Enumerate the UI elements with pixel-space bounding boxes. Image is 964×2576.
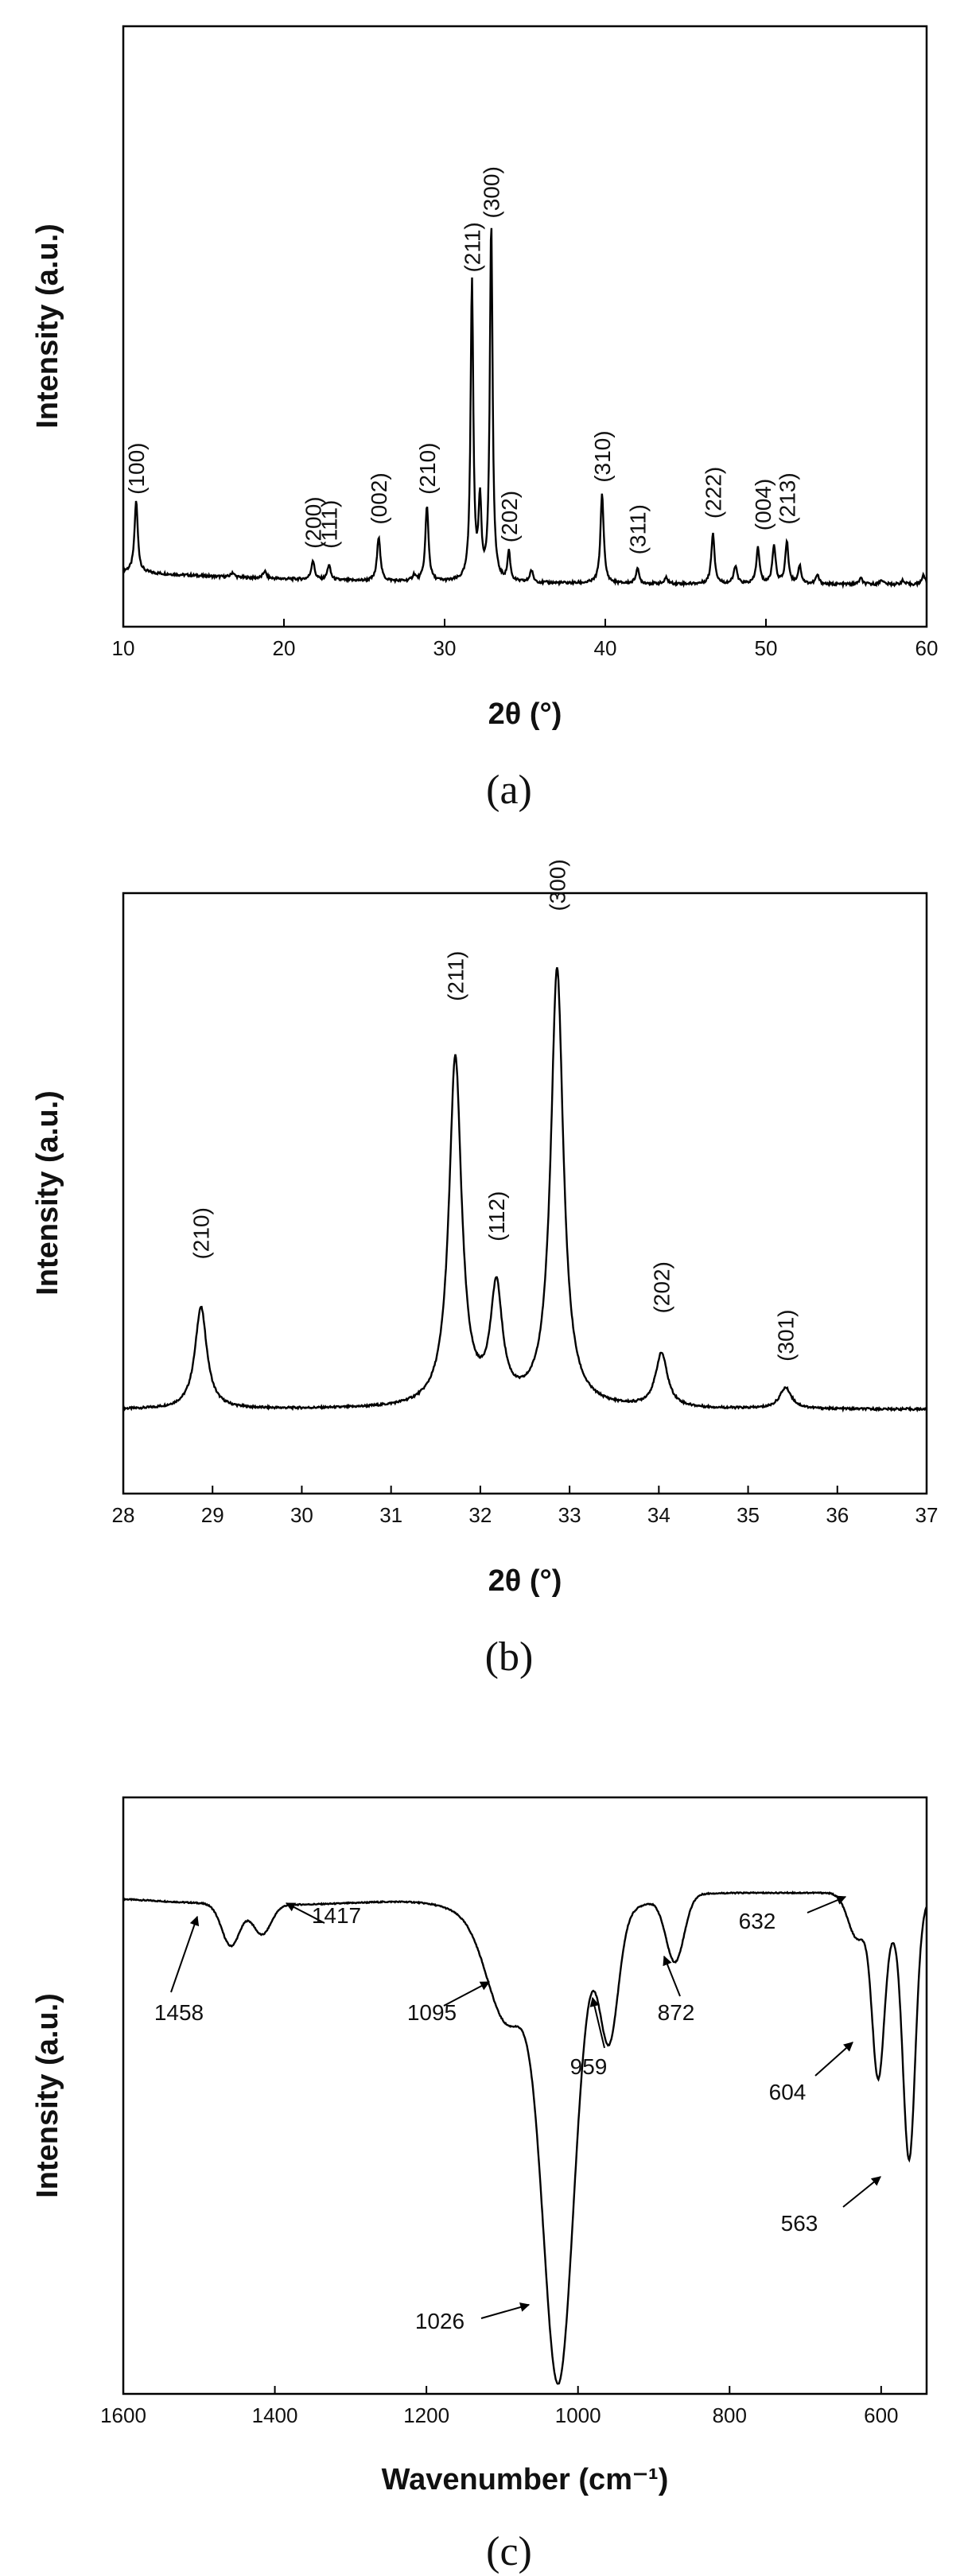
x-tick-label: 50 <box>755 636 778 660</box>
peak-label: (111) <box>317 500 342 549</box>
panel-b: 28 29 30 31 32 33 34 35 36 37 (210) (211) (112) (300… <box>31 859 938 1680</box>
peak-label: (311) <box>625 504 650 554</box>
peak-label: (202) <box>650 1261 674 1313</box>
x-tick-label: 31 <box>379 1503 402 1527</box>
x-tick-label: 10 <box>112 636 135 660</box>
band-label: 1026 <box>415 2309 465 2333</box>
y-axis-title-b: Intensity (a.u.) <box>31 1090 64 1296</box>
peak-label: (004) <box>751 479 775 530</box>
x-tick-label: 34 <box>647 1503 671 1527</box>
peak-label: (300) <box>480 166 504 218</box>
plot-frame-a <box>122 25 928 628</box>
panel-label-b: (b) <box>485 1634 534 1680</box>
band-arrow <box>170 1915 200 1993</box>
band-arrow <box>589 1996 605 2049</box>
band-label: 1095 <box>407 2000 457 2025</box>
x-tick-label: 30 <box>290 1503 313 1527</box>
peak-label: (002) <box>367 472 391 524</box>
x-tick-label: 1200 <box>403 2403 449 2427</box>
x-tick-label: 28 <box>112 1503 135 1527</box>
xrd-trace-a <box>122 227 928 589</box>
peak-label: (202) <box>497 491 522 542</box>
x-tick-label: 29 <box>201 1503 224 1527</box>
band-label: 959 <box>570 2054 608 2079</box>
band-arrow <box>663 1955 681 1997</box>
peak-label: (222) <box>701 467 725 519</box>
band-label: 604 <box>769 2080 807 2104</box>
x-axis-ticks-a: 10 20 30 40 50 60 <box>112 619 939 660</box>
panel-label-c: (c) <box>486 2529 532 2574</box>
peak-label: (211) <box>460 222 484 272</box>
peak-labels-b: (210) (211) (112) (300) (202) (301) <box>189 859 799 1362</box>
x-tick-label: 1600 <box>100 2403 146 2427</box>
band-labels-c: 1458 1417 1095 1026 959 872 632 604 563 <box>154 1895 881 2333</box>
panel-label-a: (a) <box>486 767 532 813</box>
x-axis-ticks-b: 28 29 30 31 32 33 34 35 36 37 <box>112 1486 939 1527</box>
band-label: 872 <box>658 2000 695 2025</box>
peak-label: (300) <box>545 859 569 911</box>
x-tick-label: 800 <box>713 2403 747 2427</box>
xrd-trace-b <box>122 967 928 1413</box>
band-arrow <box>842 2176 881 2208</box>
peak-label: (100) <box>124 443 149 495</box>
peak-label: (112) <box>484 1191 509 1241</box>
band-arrow <box>285 1902 325 1924</box>
x-axis-title-b: 2θ (°) <box>488 1564 562 1598</box>
y-axis-title-a: Intensity (a.u.) <box>31 223 64 429</box>
x-tick-label: 32 <box>468 1503 492 1527</box>
x-tick-label: 60 <box>915 636 939 660</box>
x-tick-label: 35 <box>737 1503 760 1527</box>
x-tick-label: 20 <box>273 636 296 660</box>
plot-frame-b <box>122 892 928 1495</box>
band-label: 632 <box>739 1909 776 1933</box>
peak-label: (301) <box>774 1310 799 1362</box>
x-tick-label: 30 <box>433 636 457 660</box>
band-label: 1417 <box>312 1903 361 1928</box>
x-tick-label: 37 <box>915 1503 939 1527</box>
peak-label: (200) <box>301 496 325 548</box>
x-tick-label: 1000 <box>555 2403 601 2427</box>
peak-label: (211) <box>443 951 468 1001</box>
peak-label: (213) <box>775 472 799 524</box>
x-tick-label: 600 <box>864 2403 898 2427</box>
band-arrow <box>480 2302 531 2319</box>
x-tick-label: 1400 <box>252 2403 298 2427</box>
band-label: 563 <box>781 2211 818 2236</box>
x-axis-title-c: Wavenumber (cm⁻¹) <box>382 2463 669 2496</box>
band-arrow <box>807 1895 847 1914</box>
y-axis-title-c: Intensity (a.u.) <box>31 1993 64 2198</box>
band-arrow <box>443 1981 491 2007</box>
ftir-trace-c <box>122 1890 928 2385</box>
x-tick-label: 36 <box>826 1503 849 1527</box>
band-arrow <box>814 2042 853 2077</box>
peak-label: (210) <box>415 443 440 495</box>
x-axis-title-a: 2θ (°) <box>488 697 562 731</box>
x-tick-label: 33 <box>558 1503 581 1527</box>
band-label: 1458 <box>154 2000 204 2025</box>
x-axis-ticks-c: 1600 1400 1200 1000 800 600 <box>100 2386 899 2427</box>
x-tick-label: 40 <box>594 636 617 660</box>
panel-c: 1600 1400 1200 1000 800 600 1458 1417 1095 1026 9… <box>31 1796 928 2574</box>
panel-a: 10 20 30 40 50 60 (100) (200)(111) (002) (210) (2… <box>31 25 939 813</box>
peak-labels-a: (100) (200)(111) (002) (210) (211) (300) (202)… <box>124 166 799 554</box>
peak-label: (310) <box>590 430 615 482</box>
plot-frame-c <box>122 1796 928 2395</box>
peak-label: (210) <box>189 1207 214 1259</box>
